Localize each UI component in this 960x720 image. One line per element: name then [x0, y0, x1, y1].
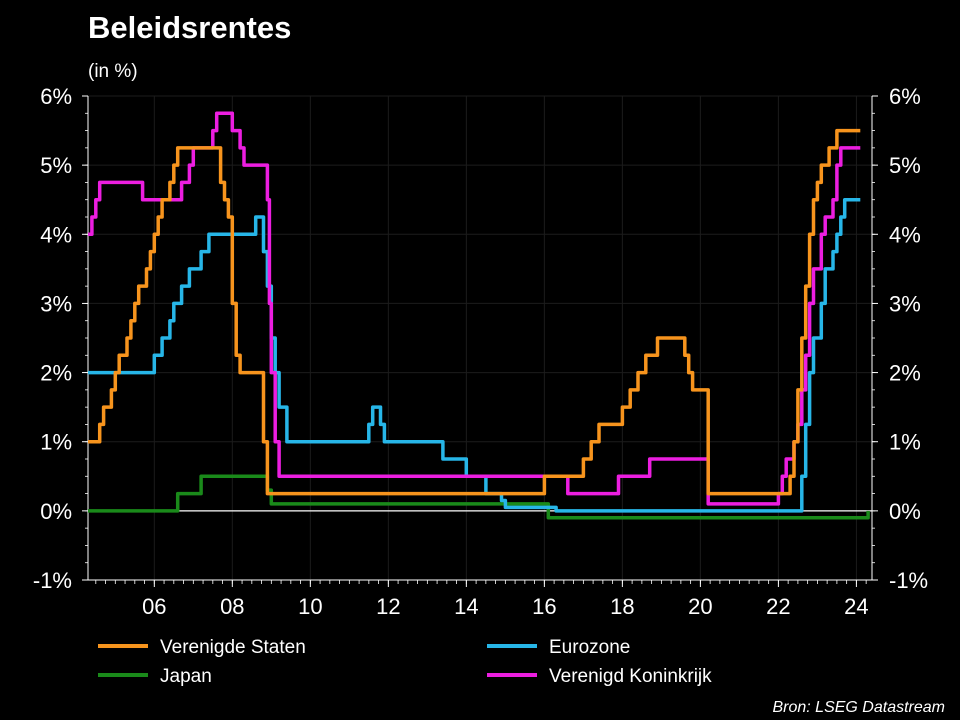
y-tick-label-left: 2%	[40, 361, 72, 386]
x-tick-label: 18	[610, 594, 634, 619]
series-line-verenigde-staten	[88, 128, 861, 496]
x-tick-label: 14	[454, 594, 478, 619]
y-tick-label-right: 6%	[889, 84, 921, 109]
y-tick-label-right: -1%	[889, 568, 928, 593]
y-tick-label-left: 4%	[40, 222, 72, 247]
y-tick-label-right: 5%	[889, 153, 921, 178]
x-tick-label: 22	[766, 594, 790, 619]
x-tick-label: 08	[220, 594, 244, 619]
x-tick-label: 10	[298, 594, 322, 619]
legend-label: Eurozone	[549, 637, 630, 658]
series-line-eurozone	[88, 197, 861, 513]
axes: -1% -1% 0% 0% 1% 1% 2% 2% 3% 3% 4% 4% 5% 5% 6% 6% 06 08 10…	[33, 84, 928, 619]
y-tick-label-right: 3%	[889, 291, 921, 316]
y-tick-label-left: 3%	[40, 291, 72, 316]
legend-label: Japan	[160, 666, 212, 687]
y-tick-label-right: 4%	[889, 222, 921, 247]
y-tick-label-left: 6%	[40, 84, 72, 109]
legend-label: Verenigd Koninkrijk	[549, 666, 712, 687]
y-tick-label-left: 0%	[40, 499, 72, 524]
chart-title: Beleidsrentes	[88, 10, 291, 45]
legend: Verenigde Staten Eurozone Japan Verenigd Ko…	[98, 637, 712, 687]
y-tick-label-left: -1%	[33, 568, 72, 593]
y-tick-label-right: 0%	[889, 499, 921, 524]
y-tick-label-left: 5%	[40, 153, 72, 178]
gridlines	[88, 95, 872, 581]
y-tick-label-right: 2%	[889, 361, 921, 386]
x-tick-label: 06	[142, 594, 166, 619]
legend-label: Verenigde Staten	[160, 637, 306, 658]
chart-subtitle: (in %)	[88, 61, 138, 82]
x-tick-label: 16	[532, 594, 556, 619]
source-note: Bron: LSEG Datastream	[772, 699, 945, 716]
y-tick-label-left: 1%	[40, 430, 72, 455]
y-tick-label-right: 1%	[889, 430, 921, 455]
x-tick-label: 12	[376, 594, 400, 619]
series-line-verenigd-koninkrijk	[88, 111, 861, 506]
series-lines	[88, 111, 870, 520]
x-tick-label: 24	[844, 594, 868, 619]
x-tick-label: 20	[688, 594, 712, 619]
